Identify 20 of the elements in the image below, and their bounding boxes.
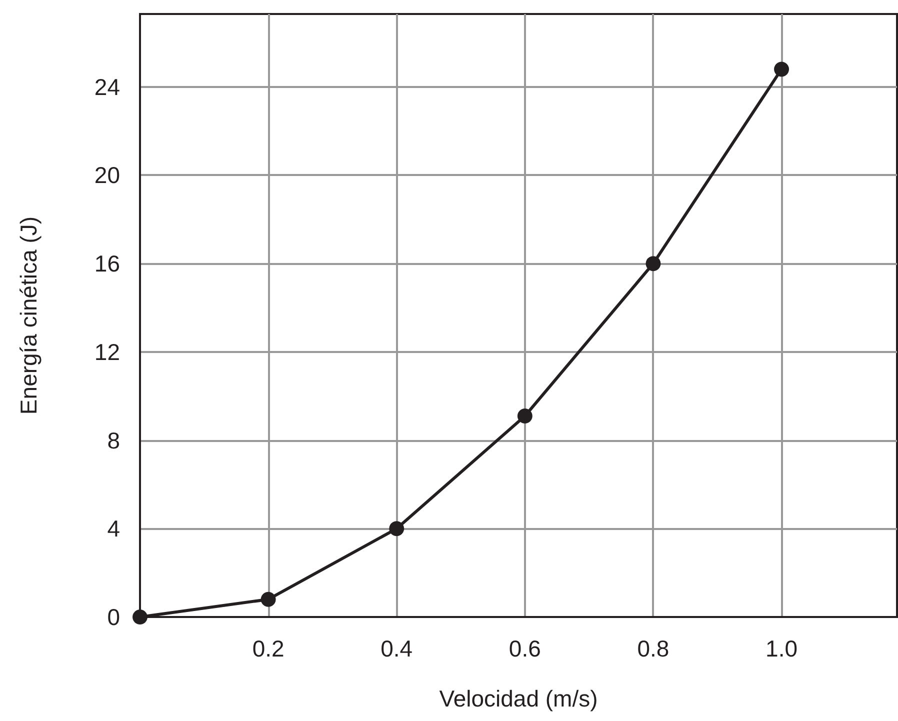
y-tick-label: 12 (94, 338, 120, 365)
y-tick-label: 24 (94, 74, 120, 100)
y-tick-label: 16 (94, 250, 120, 277)
x-tick-label: 0.8 (637, 636, 670, 662)
point (646, 256, 661, 272)
point (389, 521, 404, 536)
x-axis-title: Velocidad (m/s) (439, 686, 598, 712)
y-tick-label: 4 (107, 516, 120, 542)
x-tick-label: 1.0 (766, 636, 798, 662)
x-tick-label: 0.6 (508, 636, 541, 662)
x-tick-label: 0.4 (380, 636, 413, 662)
y-axis-title: Energía cinética (J) (16, 216, 42, 415)
y-tick-label: 8 (107, 427, 120, 454)
x-tick-label: 0.2 (252, 636, 284, 662)
point (517, 408, 532, 424)
y-tick-label: 20 (94, 162, 120, 188)
point (132, 610, 148, 624)
point (774, 62, 790, 77)
point (260, 592, 276, 607)
y-tick-label: 0 (107, 604, 120, 630)
